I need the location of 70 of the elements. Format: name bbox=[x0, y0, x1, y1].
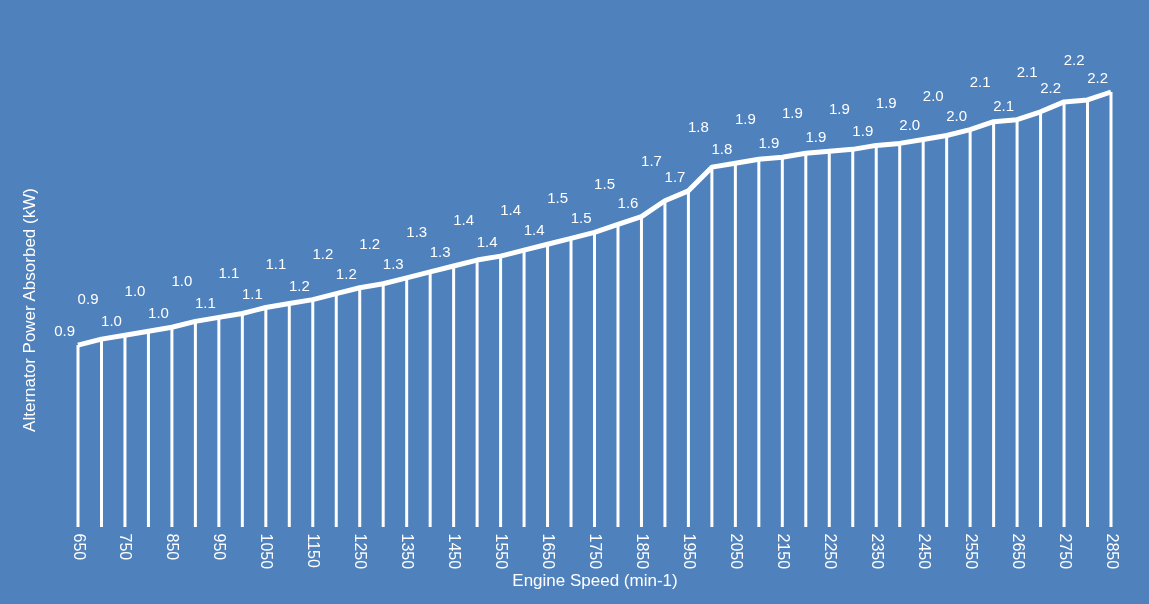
x-tick-label: 2250 bbox=[821, 533, 839, 570]
data-label: 1.5 bbox=[547, 189, 569, 207]
data-label: 1.1 bbox=[265, 254, 287, 272]
x-tick-label: 1050 bbox=[258, 533, 276, 570]
data-label: 1.7 bbox=[641, 151, 662, 169]
data-label: 1.1 bbox=[195, 294, 216, 312]
x-tick-label: 1950 bbox=[680, 533, 698, 570]
data-label: 0.9 bbox=[54, 322, 75, 340]
data-label: 2.0 bbox=[922, 86, 944, 104]
x-tick-label: 1250 bbox=[352, 533, 370, 570]
data-label: 2.1 bbox=[1016, 62, 1038, 80]
x-tick-label: 2550 bbox=[962, 533, 980, 570]
x-tick-label: 850 bbox=[164, 533, 182, 561]
x-tick-label: 1350 bbox=[399, 533, 417, 570]
data-label: 1.2 bbox=[288, 276, 310, 294]
data-label: 1.2 bbox=[312, 244, 334, 262]
x-tick-label: 1750 bbox=[587, 533, 604, 570]
x-tick-label: 2150 bbox=[774, 533, 792, 570]
data-label: 1.9 bbox=[852, 122, 874, 140]
data-label: 1.4 bbox=[523, 221, 545, 239]
x-tick-label: 950 bbox=[211, 533, 229, 561]
x-tick-label: 1450 bbox=[446, 533, 464, 570]
data-label: 2.2 bbox=[1063, 50, 1085, 68]
x-tick-label: 650 bbox=[70, 533, 88, 561]
data-label: 1.4 bbox=[476, 233, 498, 251]
data-label: 1.2 bbox=[335, 264, 357, 282]
data-label: 0.9 bbox=[77, 290, 99, 308]
x-tick-label: 2350 bbox=[868, 533, 886, 570]
data-label: 2.0 bbox=[946, 106, 968, 124]
x-tick-label: 2050 bbox=[727, 533, 745, 570]
x-tick-label: 2450 bbox=[915, 533, 933, 570]
data-label: 1.5 bbox=[570, 209, 592, 227]
data-label: 1.8 bbox=[711, 140, 733, 158]
data-label: 1.9 bbox=[875, 94, 897, 112]
data-label: 1.9 bbox=[805, 128, 827, 146]
x-tick-label: 2650 bbox=[1009, 533, 1027, 570]
data-label: 1.8 bbox=[688, 118, 709, 136]
data-label: 1.9 bbox=[734, 110, 756, 128]
data-label: 1.0 bbox=[124, 282, 146, 300]
data-label: 1.2 bbox=[359, 234, 381, 252]
x-tick-label: 1850 bbox=[633, 533, 651, 570]
data-label: 1.3 bbox=[429, 243, 451, 260]
x-tick-label: 2850 bbox=[1103, 533, 1121, 570]
x-tick-label: 750 bbox=[117, 533, 135, 561]
data-label: 2.2 bbox=[1087, 69, 1108, 86]
data-label: 1.0 bbox=[148, 304, 169, 322]
data-label: 2.2 bbox=[1040, 78, 1062, 96]
x-tick-label: 2750 bbox=[1056, 533, 1074, 570]
data-label: 1.0 bbox=[171, 272, 193, 290]
data-label: 1.6 bbox=[617, 193, 639, 211]
x-tick-label: 1550 bbox=[493, 533, 511, 570]
data-label: 1.1 bbox=[241, 284, 263, 302]
data-label: 1.4 bbox=[500, 201, 522, 219]
data-label: 2.1 bbox=[969, 72, 991, 90]
data-label: 1.1 bbox=[218, 264, 240, 282]
data-label: 1.5 bbox=[594, 175, 615, 193]
data-label: 2.0 bbox=[899, 116, 921, 134]
data-label: 2.1 bbox=[993, 96, 1015, 114]
data-label: 1.0 bbox=[101, 312, 122, 330]
data-label: 1.7 bbox=[664, 167, 686, 185]
data-label: 1.9 bbox=[828, 100, 850, 118]
x-axis-title: Engine Speed (min-1) bbox=[512, 571, 678, 591]
y-axis-title: Alternator Power Absorbed (kW) bbox=[19, 188, 39, 432]
x-tick-label: 1650 bbox=[540, 533, 558, 570]
data-label: 1.3 bbox=[382, 254, 404, 272]
x-tick-label: 1150 bbox=[305, 533, 323, 569]
data-label: 1.9 bbox=[758, 134, 780, 152]
data-label: 1.9 bbox=[781, 104, 803, 122]
data-label: 1.3 bbox=[406, 222, 428, 240]
data-label: 1.4 bbox=[453, 211, 475, 229]
